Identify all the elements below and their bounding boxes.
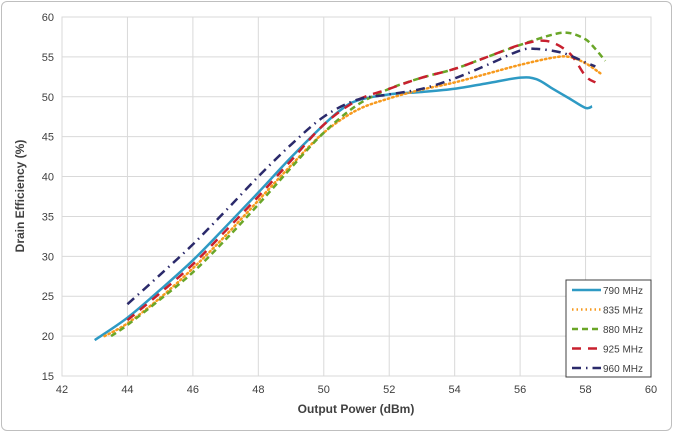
x-axis-label: Output Power (dBm) (298, 402, 415, 416)
series-line-925-mhz (126, 39, 597, 322)
legend-label: 925 MHz (603, 345, 643, 356)
x-tick-label: 50 (318, 384, 330, 396)
legend-label: 790 MHz (603, 286, 643, 297)
y-tick-label: 15 (42, 371, 54, 383)
legend-label: 960 MHz (603, 364, 643, 375)
legend: 790 MHz 835 MHz 880 MHz 925 MHz 960 MHz (565, 279, 652, 378)
y-tick-label: 30 (42, 251, 54, 263)
legend-box (565, 279, 652, 378)
legend-label: 880 MHz (603, 325, 643, 336)
x-tick-label: 44 (121, 384, 133, 396)
x-tick-label: 60 (645, 384, 657, 396)
y-tick-labels: 15 20 25 30 35 40 45 50 55 60 (42, 12, 54, 383)
x-tick-label: 54 (449, 384, 461, 396)
plot-area-border (61, 16, 652, 377)
series-lines (94, 31, 607, 342)
x-tick-label: 46 (187, 384, 199, 396)
x-tick-label: 48 (252, 384, 264, 396)
series-line-835-mhz (103, 55, 604, 338)
y-tick-label: 25 (42, 291, 54, 303)
y-axis-label: Drain Efficiency (%) (13, 140, 27, 253)
y-tick-label: 50 (42, 92, 54, 104)
x-tick-label: 42 (56, 384, 68, 396)
grid (61, 16, 652, 377)
legend-label: 835 MHz (603, 306, 643, 317)
x-tick-label: 56 (514, 384, 526, 396)
y-tick-label: 20 (42, 331, 54, 343)
y-tick-label: 35 (42, 211, 54, 223)
y-tick-label: 60 (42, 12, 54, 24)
x-tick-label: 58 (579, 384, 591, 396)
x-tick-labels: 42 44 46 48 50 52 54 56 58 60 (56, 384, 657, 396)
y-tick-label: 40 (42, 172, 54, 184)
y-tick-label: 45 (42, 132, 54, 144)
y-tick-label: 55 (42, 52, 54, 64)
x-tick-label: 52 (383, 384, 395, 396)
